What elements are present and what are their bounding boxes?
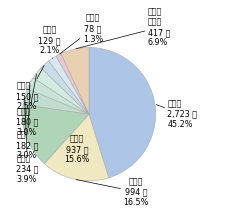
Wedge shape (61, 47, 89, 114)
Wedge shape (22, 105, 89, 164)
Text: 松葉会
234 人
3.9%: 松葉会 234 人 3.9% (16, 98, 39, 184)
Text: 太州会
78 人
1.3%: 太州会 78 人 1.3% (60, 14, 103, 54)
Wedge shape (56, 54, 89, 114)
Text: 山口組
2,723 人
45.2%: 山口組 2,723 人 45.2% (156, 99, 197, 129)
Text: 極東会
129 人
2.1%: 極東会 129 人 2.1% (38, 25, 61, 59)
Wedge shape (33, 68, 89, 114)
Text: 東組
182 人
3.0%: 東組 182 人 3.0% (16, 85, 39, 160)
Wedge shape (89, 47, 156, 178)
Wedge shape (23, 89, 89, 114)
Text: 道仁会
150 人
2.5%: 道仁会 150 人 2.5% (16, 66, 44, 111)
Text: その他
の団体
417 人
6.9%: その他 の団体 417 人 6.9% (76, 7, 170, 49)
Wedge shape (49, 56, 89, 114)
Wedge shape (41, 61, 89, 114)
Text: 工藤會
180 人
3.0%: 工藤會 180 人 3.0% (16, 74, 39, 137)
Wedge shape (44, 114, 109, 181)
Text: 稲川会
994 人
16.5%: 稲川会 994 人 16.5% (76, 177, 149, 207)
Text: 住吉会
937 人
15.6%: 住吉会 937 人 15.6% (65, 135, 90, 164)
Wedge shape (27, 78, 89, 114)
